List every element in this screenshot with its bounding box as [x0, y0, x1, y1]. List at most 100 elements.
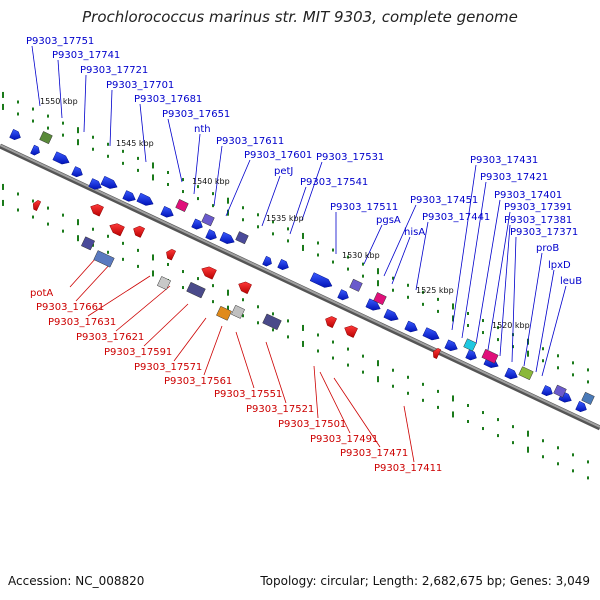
leader-line — [235, 331, 255, 389]
tick-dot — [182, 286, 184, 290]
forward-gene-label: P9303_17451 — [410, 195, 478, 206]
tick-dot — [122, 257, 124, 261]
tick-dot — [587, 368, 589, 372]
forward-gene-label: P9303_17721 — [80, 65, 148, 76]
forward-gene-label: P9303_17741 — [52, 50, 120, 61]
reverse-strand-labels: potA P9303_17661 P9303_17631 P9303_17621 P93… — [30, 288, 442, 474]
tick-dot — [227, 289, 229, 296]
tick-dot — [437, 405, 439, 409]
reverse-gene-label: P9303_17521 — [246, 404, 314, 415]
tick-dot — [407, 283, 409, 287]
tick-dot — [47, 206, 49, 210]
tick-dot — [107, 250, 109, 254]
label-leader-lines — [31, 45, 567, 463]
tick-dot — [317, 333, 319, 337]
tick-dot — [287, 319, 289, 323]
tick-dot — [542, 455, 544, 459]
tick-dot — [482, 331, 484, 335]
forward-gene — [337, 289, 349, 301]
tick-dot — [392, 384, 394, 388]
tick-dot — [422, 290, 424, 294]
leader-line — [451, 164, 477, 331]
tick-dot — [47, 222, 49, 226]
leader-line — [261, 175, 281, 227]
tick-dot — [107, 154, 109, 158]
leader-line — [265, 341, 287, 404]
reverse-gene-label: P9303_17501 — [278, 419, 346, 430]
forward-gene-label: leuB — [560, 276, 582, 287]
forward-gene — [100, 175, 118, 189]
forward-gene-label: P9303_17541 — [300, 177, 368, 188]
tick-dot — [272, 232, 274, 236]
tick-label: 1525 kbp — [416, 286, 454, 295]
tick-dot — [242, 218, 244, 222]
tick-dot — [392, 276, 394, 280]
reverse-gene — [344, 325, 358, 338]
leader-line — [213, 145, 223, 207]
leader-line — [143, 303, 189, 347]
tick-dot — [152, 254, 154, 261]
tick-dot — [377, 268, 379, 275]
tick-dot — [107, 234, 109, 238]
tick-dot — [407, 295, 409, 299]
forward-gene-label: P9303_17391 — [504, 202, 572, 213]
forward-gene — [541, 385, 553, 397]
gene-features — [9, 128, 595, 413]
forward-gene — [277, 258, 289, 271]
tick-dot — [227, 197, 229, 204]
tick-dot — [92, 135, 94, 139]
tick-dot — [497, 434, 499, 438]
tick-dot — [332, 340, 334, 344]
tick-dot — [122, 161, 124, 165]
tick-dot — [347, 347, 349, 351]
reverse-gene — [325, 316, 338, 329]
tick-dot — [182, 190, 184, 194]
tick-dot — [452, 303, 454, 310]
tick-dot — [197, 197, 199, 201]
tick-dot — [407, 391, 409, 395]
tick-dot — [332, 356, 334, 360]
tick-dot — [242, 314, 244, 318]
tick-dot — [167, 262, 169, 266]
forward-gene — [9, 128, 21, 141]
tick-dot — [482, 411, 484, 415]
leader-line — [487, 211, 511, 351]
forward-gene — [422, 327, 440, 341]
forward-gene-label: P9303_17701 — [106, 80, 174, 91]
tick-dot — [512, 441, 514, 445]
tick-dot — [227, 305, 229, 312]
tick-dot — [62, 229, 64, 233]
tick-dot — [92, 147, 94, 151]
tick-dot — [317, 241, 319, 245]
tick-dot — [17, 192, 19, 196]
tick-dot — [257, 321, 259, 325]
tick-dot — [482, 427, 484, 431]
tick-dot — [572, 453, 574, 457]
tick-dot — [2, 199, 4, 206]
tick-dot — [257, 305, 259, 309]
tick-dot — [272, 220, 274, 224]
tick-dot — [77, 127, 79, 134]
tick-dot — [137, 264, 139, 268]
forward-gene-label: P9303_17441 — [422, 212, 490, 223]
genome-stats: Topology: circular; Length: 2,682,675 bp… — [260, 574, 590, 588]
tick-dot — [92, 243, 94, 247]
tick-dot — [257, 225, 259, 229]
leader-line — [75, 261, 113, 302]
tick-dot — [347, 363, 349, 367]
reverse-gene-label: potA — [30, 288, 53, 299]
reverse-gene — [230, 304, 246, 319]
forward-gene — [30, 144, 40, 156]
tick-dot — [437, 309, 439, 313]
tick-dot — [422, 302, 424, 306]
forward-gene — [71, 166, 83, 178]
tick-dot — [557, 462, 559, 466]
forward-gene — [463, 338, 477, 352]
tick-dot — [317, 253, 319, 257]
tick-dot — [527, 350, 529, 357]
forward-gene — [52, 151, 70, 165]
tick-dot — [467, 311, 469, 315]
forward-gene — [219, 231, 235, 244]
reverse-gene — [186, 281, 206, 299]
